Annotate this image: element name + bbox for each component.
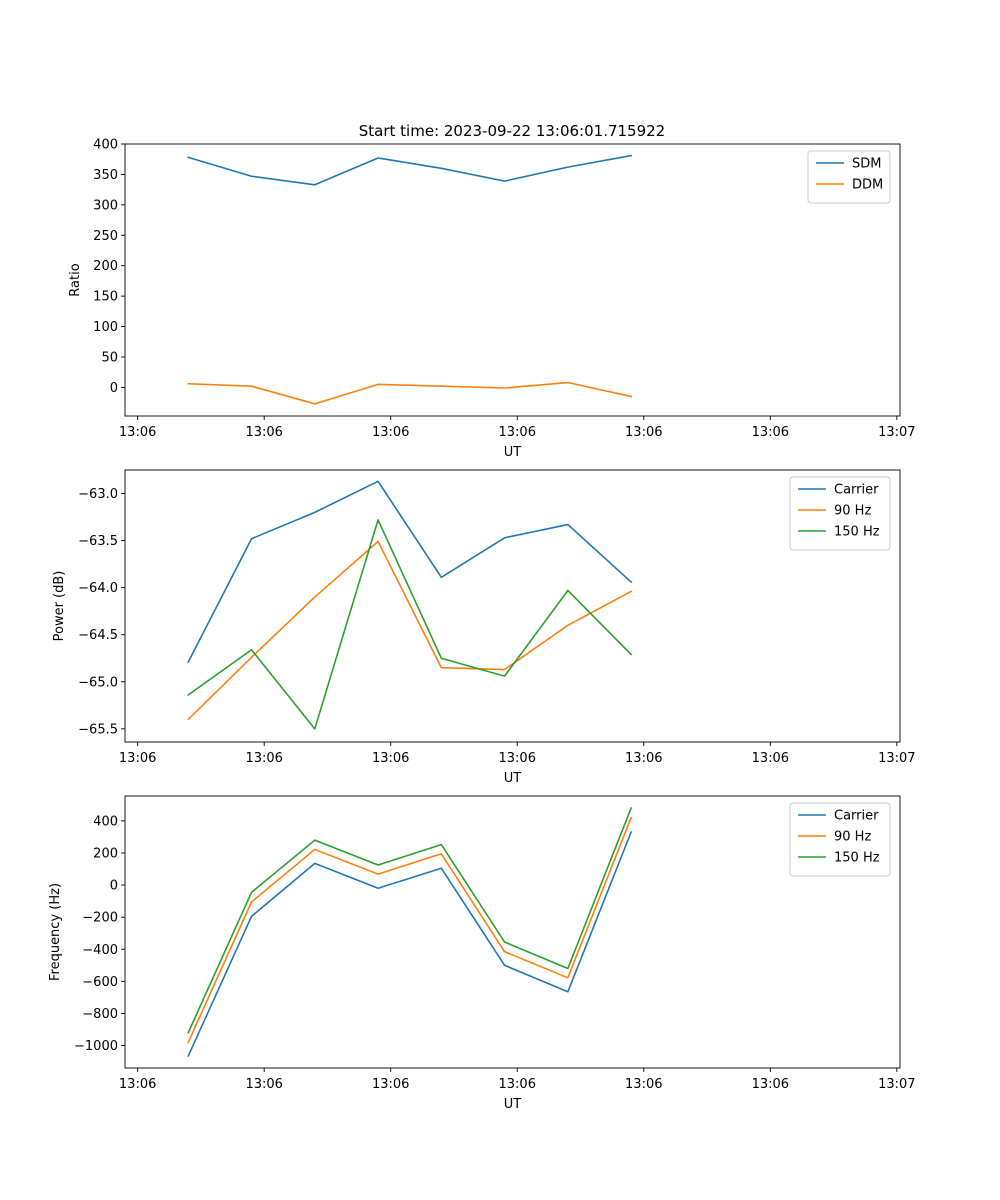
x-tick-label: 13:06 <box>245 1077 282 1092</box>
x-tick-label: 13:06 <box>625 751 662 766</box>
y-tick-label: −64.0 <box>78 581 118 596</box>
x-tick-label: 13:06 <box>499 1077 536 1092</box>
axes-frame <box>124 143 901 417</box>
x-tick-label: 13:06 <box>119 425 156 440</box>
series-line-ddm <box>187 381 633 405</box>
x-tick-label: 13:06 <box>499 751 536 766</box>
y-tick-label: 0 <box>110 381 118 396</box>
y-tick-label: 100 <box>93 320 118 335</box>
legend-entry: 90 Hz <box>834 504 871 519</box>
y-tick-label: 200 <box>93 259 118 274</box>
y-tick-label: −200 <box>82 911 118 926</box>
y-tick-label: 0 <box>110 879 118 894</box>
subplot-2: 13:06 13:06 13:06 13:06 13:06 13:06 13:07 −65.5… <box>52 469 916 786</box>
legend-entry: DDM <box>852 178 883 193</box>
x-axis-label: UT <box>504 445 522 460</box>
series-line-150-hz <box>187 519 633 730</box>
y-tick-label: 150 <box>93 290 118 305</box>
legend-entry: Carrier <box>834 809 879 824</box>
x-tick-label: 13:06 <box>625 425 662 440</box>
y-tick-label: −63.0 <box>78 487 118 502</box>
x-tick-label: 13:06 <box>499 425 536 440</box>
series-line-carrier <box>187 480 633 664</box>
x-tick-label: 13:06 <box>245 425 282 440</box>
y-tick-label: −65.0 <box>78 675 118 690</box>
x-tick-label: 13:06 <box>245 751 282 766</box>
x-tick-label: 13:07 <box>878 425 915 440</box>
y-tick-label: −400 <box>82 943 118 958</box>
legend-entry: 90 Hz <box>834 830 871 845</box>
legend-box <box>807 150 891 204</box>
y-axis-label: Power (dB) <box>52 571 67 642</box>
y-tick-label: −63.5 <box>78 534 118 549</box>
x-tick-label: 13:07 <box>878 1077 915 1092</box>
x-axis-label: UT <box>504 771 522 786</box>
x-tick-label: 13:06 <box>752 425 789 440</box>
legend-entry: SDM <box>852 157 881 172</box>
x-tick-label: 13:06 <box>372 425 409 440</box>
axes-frame <box>124 469 901 743</box>
y-tick-label: −64.5 <box>78 628 118 643</box>
x-tick-label: 13:07 <box>878 751 915 766</box>
y-tick-label: −800 <box>82 1007 118 1022</box>
y-tick-label: 250 <box>93 229 118 244</box>
x-tick-label: 13:06 <box>625 1077 662 1092</box>
series-line-150-hz <box>187 807 633 1034</box>
y-tick-label: 50 <box>101 350 118 365</box>
x-tick-label: 13:06 <box>119 1077 156 1092</box>
y-tick-label: 400 <box>93 814 118 829</box>
legend-entry: 150 Hz <box>834 525 880 540</box>
y-tick-label: −65.5 <box>78 722 118 737</box>
legend: Carrier 90 Hz 150 Hz <box>789 476 891 551</box>
y-tick-label: 300 <box>93 198 118 213</box>
x-tick-label: 13:06 <box>752 1077 789 1092</box>
x-tick-label: 13:06 <box>372 1077 409 1092</box>
x-axis-label: UT <box>504 1097 522 1112</box>
legend: Carrier 90 Hz 150 Hz <box>789 802 891 877</box>
y-axis-label: Frequency (Hz) <box>48 883 63 981</box>
series-line-90-hz <box>187 540 633 721</box>
series-line-carrier <box>187 831 633 1058</box>
y-tick-label: 400 <box>93 138 118 153</box>
y-axis-label: Ratio <box>68 263 83 296</box>
x-tick-label: 13:06 <box>372 751 409 766</box>
subplot-1: 13:06 13:06 13:06 13:06 13:06 13:06 13:07 0 50 10… <box>68 138 916 461</box>
series-line-sdm <box>187 154 633 186</box>
axes-frame <box>124 795 901 1069</box>
y-tick-label: −1000 <box>74 1039 118 1054</box>
legend-entry: Carrier <box>834 483 879 498</box>
y-tick-label: −600 <box>82 975 118 990</box>
x-tick-label: 13:06 <box>119 751 156 766</box>
legend: SDM DDM <box>807 150 891 204</box>
x-tick-label: 13:06 <box>752 751 789 766</box>
legend-entry: 150 Hz <box>834 851 880 866</box>
y-tick-label: 350 <box>93 168 118 183</box>
figure-title: Start time: 2023-09-22 13:06:01.715922 <box>359 122 665 140</box>
series-line-90-hz <box>187 816 633 1044</box>
y-tick-label: 200 <box>93 846 118 861</box>
subplot-3: 13:06 13:06 13:06 13:06 13:06 13:06 13:07 −1000… <box>48 795 916 1112</box>
